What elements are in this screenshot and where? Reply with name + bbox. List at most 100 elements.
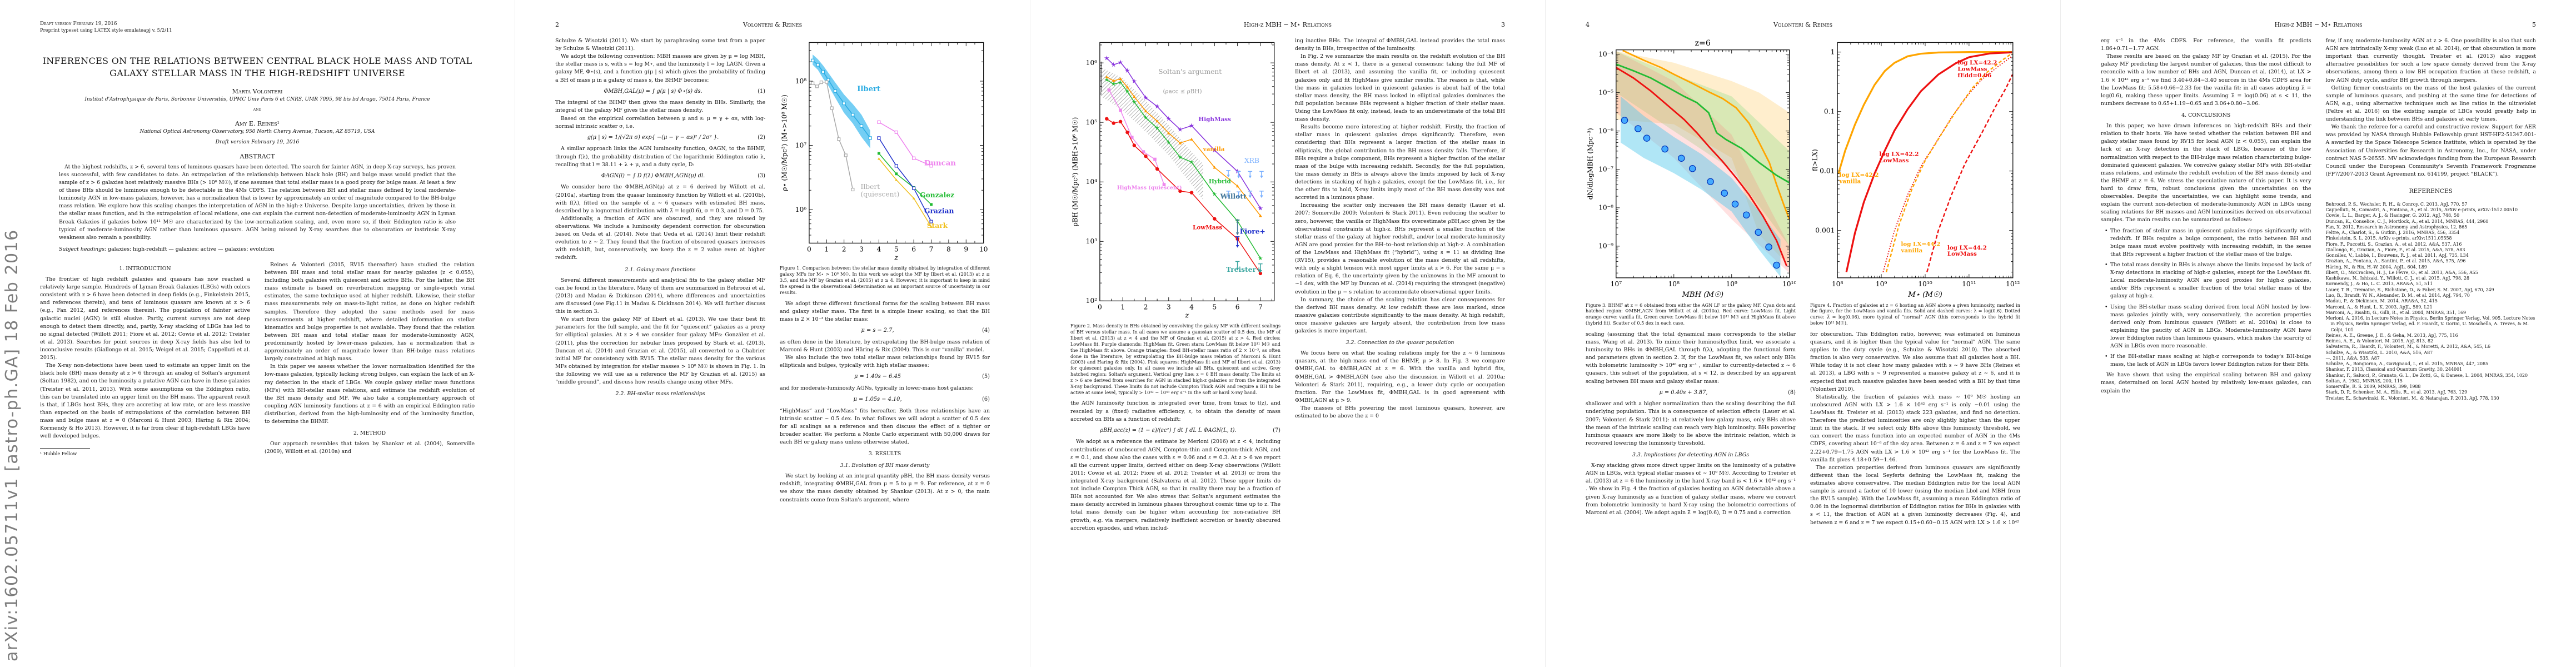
page-3: High-z MBH − M⋆ Relations 3 0 1 2 3 4 5 6 7 10² 1… <box>1030 0 1546 667</box>
reference-item: Lauer, T. R., Tremaine, S., Richstone, D… <box>2325 287 2494 292</box>
svg-text:10⁵: 10⁵ <box>1086 118 1098 126</box>
reference-item: Reines, A. E., Greene, J. E., & Geha, M.… <box>2325 332 2458 338</box>
bullet-item: If the BH-stellar mass scaling at high-z… <box>2104 353 2311 369</box>
reference-item: Merloni, A. 2016, in Lecture Notes in Ph… <box>2325 316 2535 332</box>
svg-text:6: 6 <box>1235 303 1240 311</box>
reference-item: Behroozi, P. S., Wechsler, R. H., & Conr… <box>2325 201 2468 207</box>
equation: ρBH,acc(z) = (1 − ε)/(εc²) ∫ dt ∫ dL L Φ… <box>1070 427 1280 435</box>
svg-text:HighMass (quiescent): HighMass (quiescent) <box>1117 185 1182 191</box>
reference-item: Marconi, A., & Hunt, L. K. 2003, ApJL, 5… <box>2325 304 2433 310</box>
svg-text:MBH (M☉): MBH (M☉) <box>1681 291 1723 299</box>
equation: μ = 1.05s − 4.10, (6) <box>780 396 990 404</box>
svg-text:LowMass: LowMass <box>1193 224 1222 231</box>
bullet-list: The fraction of stellar mass in quiescen… <box>2104 227 2311 369</box>
subject-headings: Subject headings: galaxies: high-redshif… <box>59 246 456 252</box>
paragraph: Increasing the scatter only increases th… <box>1295 202 1505 295</box>
paragraph: The X-ray non-detections have been used … <box>40 362 250 440</box>
paragraph: We have shown that using the empirical s… <box>2101 372 2311 394</box>
subsection-heading: 2.1. Galaxy mass functions <box>625 266 696 273</box>
bullet-item: The total mass density in BHs is always … <box>2104 261 2311 301</box>
paragraph: Based on the empirical correlation betwe… <box>555 115 765 130</box>
svg-text:z: z <box>894 254 899 262</box>
svg-text:10⁸: 10⁸ <box>1668 280 1680 288</box>
reference-item: Soltan, A. 1982, MNRAS, 200, 115 <box>2325 378 2403 384</box>
paragraph: “HighMass” and “LowMass” fits hereafter.… <box>780 407 990 445</box>
reference-item: Schulze, A., Bongiorno, A., Gavignaud, I… <box>2325 361 2489 367</box>
svg-text:Hybrid: Hybrid <box>1209 178 1231 185</box>
section-heading: 2. METHOD <box>353 430 386 437</box>
paragraph: Several different measurements and analy… <box>555 277 765 315</box>
paragraph: shallower and with a higher normalizatio… <box>1586 401 1796 446</box>
page-4: 4 Volonteri & Reines 10⁷ 10⁸ 10⁹ 10¹⁰ 10⁻⁹ 10… <box>1546 0 2061 667</box>
svg-text:Ilbert(quiescent): Ilbert (quiescent) <box>860 183 899 198</box>
paragraph: The integral of the BHMF then gives the … <box>555 99 765 114</box>
svg-text:Ilbert: Ilbert <box>857 85 881 93</box>
running-head: High-z MBH − M⋆ Relations 3 <box>1070 21 1505 28</box>
column-right: 10⁸ 10⁹ 10¹⁰ 10¹¹ 10¹² 0.001 0.01 0.1 1 M⋆ (M☉) f(… <box>1810 37 2020 527</box>
svg-text:M⋆ (M☉): M⋆ (M☉) <box>1907 291 1942 299</box>
two-column-body: 1. INTRODUCTION The frontier of high reds… <box>40 261 475 457</box>
reference-item: Ilbert, O., McCracken, H. J., Le Fèvre, … <box>2325 270 2478 275</box>
svg-text:1: 1 <box>1831 48 1835 56</box>
column-right: 0 1 2 3 4 5 6 7 8 9 10 10⁶ 10⁷ 10⁸ z ρ⋆ (M☉/Mpc³) (M⋆>1… <box>780 37 990 504</box>
svg-text:0.01: 0.01 <box>1820 167 1835 175</box>
subsection-heading: 3.2. Connection to the quasar population <box>1346 340 1454 346</box>
reference-item: Salvaterra, R., Haardt, F., Volonteri, M… <box>2325 344 2491 350</box>
svg-text:10⁻⁴: 10⁻⁴ <box>1598 50 1613 58</box>
paragraph: The masses of BHs powering the most lumi… <box>1295 405 1505 420</box>
reference-item: Treister, E., Schawinski, K., Volonteri,… <box>2325 395 2499 401</box>
svg-text:3: 3 <box>1167 303 1171 311</box>
reference-list: Behroozi, P. S., Wechsler, R. H., & Conr… <box>2326 202 2537 401</box>
running-title: Volonteri & Reines <box>743 21 803 28</box>
svg-text:0.001: 0.001 <box>1815 226 1835 234</box>
equation-number: (3) <box>758 172 765 179</box>
svg-text:10⁸: 10⁸ <box>1832 280 1843 288</box>
equation-number: (2) <box>758 134 765 141</box>
svg-text:10⁸: 10⁸ <box>795 77 807 85</box>
figure-plot-fig2: 0 1 2 3 4 5 6 7 10² 10³ 10⁴ 10⁵ 10⁶ z ρBH (M☉/Mpc³) (M… <box>1071 42 1275 320</box>
paragraph: Reines & Volonteri (2015, RV15 thereafte… <box>265 261 475 362</box>
svg-text:10¹²: 10¹² <box>2006 280 2020 288</box>
reference-item: Shankar, F., Salucci, P., Granato, G. L.… <box>2325 372 2528 378</box>
svg-text:ρ⋆ (M☉/Mpc³) (M⋆>10⁸ M☉): ρ⋆ (M☉/Mpc³) (M⋆>10⁸ M☉) <box>780 94 788 191</box>
equation-number: (5) <box>982 374 990 380</box>
svg-text:Stark: Stark <box>927 221 948 230</box>
two-column-body: 0 1 2 3 4 5 6 7 10² 10³ 10⁴ 10⁵ 10⁶ z ρBH (M☉/Mpc³) (M… <box>1070 37 1505 532</box>
paragraph: A similar approach links the AGN luminos… <box>555 146 765 168</box>
svg-text:10¹¹: 10¹¹ <box>1962 280 1976 288</box>
column-left: 1. INTRODUCTION The frontier of high reds… <box>40 261 250 457</box>
svg-text:10⁶: 10⁶ <box>795 206 807 213</box>
arxiv-watermark: arXiv:1602.05711v1 [astro-ph.GA] 18 Feb … <box>2 229 22 661</box>
reference-item: Stark, D. P., Schenker, M. A., Ellis, R.… <box>2325 390 2468 395</box>
column-right: few, if any, moderate-luminosity AGN at … <box>2326 37 2537 401</box>
svg-text:z: z <box>1184 312 1189 320</box>
column-left: 0 1 2 3 4 5 6 7 10² 10³ 10⁴ 10⁵ 10⁶ z ρBH (M☉/Mpc³) (M… <box>1070 37 1280 532</box>
svg-text:1: 1 <box>824 246 829 253</box>
figure-plot-fig1: 0 1 2 3 4 5 6 7 8 9 10 10⁶ 10⁷ 10⁸ z ρ⋆ (M☉/Mpc³) (M⋆>1… <box>780 42 988 262</box>
svg-text:0: 0 <box>1098 303 1102 311</box>
column-left: erg s⁻¹ in the 4Ms CDFS. For reference, … <box>2101 37 2311 395</box>
affiliation-1: Institut d'Astrophysique de Paris, Sorbo… <box>84 96 430 102</box>
paragraph: In Fig. 2 we summarize the main results … <box>1295 53 1505 123</box>
svg-text:10¹⁰: 10¹⁰ <box>1918 280 1932 288</box>
equation-number: (6) <box>982 396 990 402</box>
section-heading: 4. CONCLUSIONS <box>2181 112 2231 118</box>
page-number: 2 <box>555 21 559 28</box>
two-column-body: 10⁷ 10⁸ 10⁹ 10¹⁰ 10⁻⁹ 10⁻⁸ 10⁻⁷ 10⁻⁶ 10⁻⁵ 10⁻⁴ MBH… <box>1586 37 2020 527</box>
dateline: Draft version February 19, 2016 <box>215 138 300 145</box>
paragraph: Schulze & Wisotzki (2011). We start by p… <box>555 38 765 52</box>
paragraph: Results become more interesting at highe… <box>1295 124 1505 201</box>
equation-body: μ = 1.05s − 4.10, <box>853 396 902 402</box>
equation: μ = 0.40s + 3.87, (8) <box>1586 389 1796 397</box>
subsection-heading: 3.1. Evolution of BH mass density <box>840 462 930 469</box>
svg-text:0.1: 0.1 <box>1824 107 1835 115</box>
svg-text:10³: 10³ <box>1086 237 1098 245</box>
paragraph: These results are based on the galaxy MF… <box>2101 53 2311 107</box>
section-heading: 1. INTRODUCTION <box>119 265 171 272</box>
svg-text:vanilla: vanilla <box>1203 146 1225 153</box>
running-title: High-z MBH − M⋆ Relations <box>2274 21 2363 28</box>
subject-label: Subject headings: <box>59 246 107 252</box>
svg-text:10¹⁰: 10¹⁰ <box>1782 280 1796 288</box>
